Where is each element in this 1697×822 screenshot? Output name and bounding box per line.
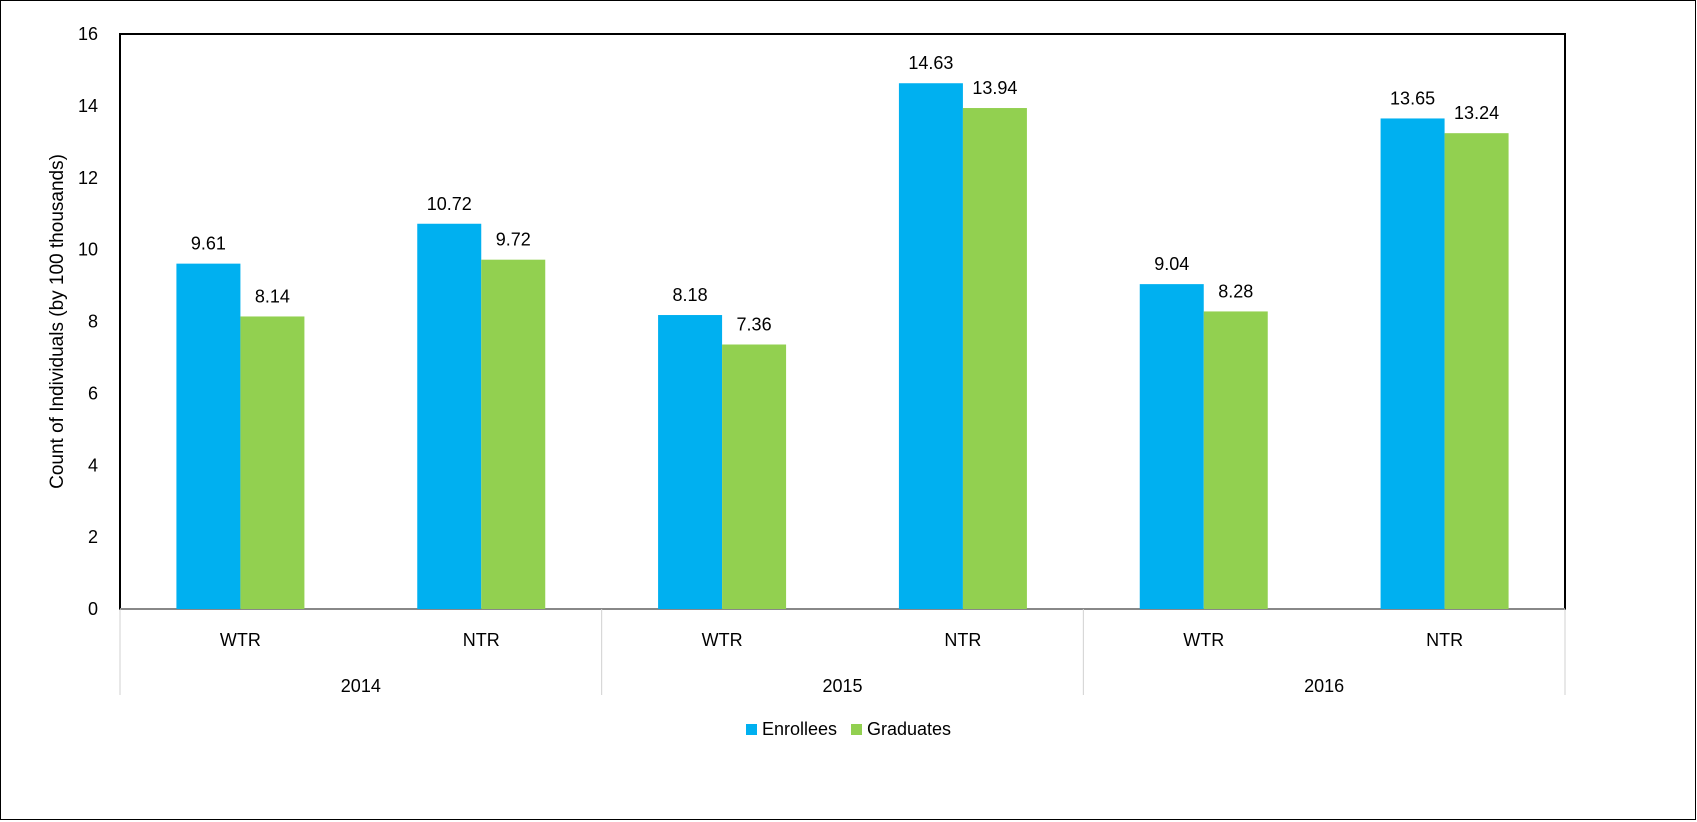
x-category-label: WTR	[1183, 630, 1224, 650]
legend-label-graduates: Graduates	[866, 718, 952, 739]
x-group-label: 2015	[822, 676, 862, 696]
bar-enrollees	[658, 315, 723, 609]
bar-graduates	[481, 259, 546, 609]
bar-graduates	[240, 316, 305, 609]
data-label: 9.61	[191, 234, 226, 254]
x-category-label: WTR	[702, 630, 743, 650]
y-tick-label: 0	[88, 599, 98, 619]
legend-swatch-enrollees	[745, 723, 757, 735]
bar-graduates	[1203, 311, 1268, 609]
bar-graduates	[962, 108, 1027, 609]
bar-graduates	[1444, 133, 1509, 609]
y-tick-label: 12	[78, 168, 98, 188]
bar-enrollees	[417, 223, 482, 609]
bar-enrollees	[1139, 284, 1204, 609]
data-label: 8.28	[1218, 281, 1253, 301]
y-tick-label: 2	[88, 527, 98, 547]
x-category-label: NTR	[944, 630, 981, 650]
data-label: 8.18	[673, 285, 708, 305]
bar-enrollees	[1380, 118, 1445, 609]
legend-item-enrollees: Enrollees	[745, 718, 837, 740]
data-label: 13.24	[1454, 103, 1499, 123]
y-tick-label: 6	[88, 383, 98, 403]
data-label: 8.14	[255, 286, 290, 306]
y-tick-label: 16	[78, 24, 98, 44]
x-category-label: NTR	[1426, 630, 1463, 650]
y-tick-label: 10	[78, 240, 98, 260]
x-group-label: 2016	[1304, 676, 1344, 696]
legend: Enrollees Graduates	[0, 716, 1697, 742]
data-label: 13.65	[1390, 88, 1435, 108]
bar-enrollees	[176, 263, 241, 609]
y-axis-label: Count of Individuals (by 100 thousands)	[47, 154, 68, 489]
x-group-label: 2014	[341, 676, 381, 696]
legend-label-enrollees: Enrollees	[761, 718, 837, 739]
legend-item-graduates: Graduates	[850, 718, 952, 740]
data-label: 13.94	[972, 78, 1017, 98]
bar-enrollees	[898, 83, 963, 609]
data-label: 9.04	[1154, 254, 1189, 274]
legend-swatch-graduates	[850, 723, 862, 735]
data-label: 10.72	[427, 194, 472, 214]
data-label: 14.63	[908, 53, 953, 73]
data-label: 9.72	[496, 230, 531, 250]
data-label: 7.36	[737, 315, 772, 335]
x-category-label: NTR	[463, 630, 500, 650]
y-tick-label: 8	[88, 312, 98, 332]
y-tick-label: 4	[88, 455, 98, 475]
y-tick-label: 14	[78, 96, 98, 116]
x-category-label: WTR	[220, 630, 261, 650]
plot-area	[119, 33, 1566, 610]
bar-graduates	[722, 344, 787, 609]
